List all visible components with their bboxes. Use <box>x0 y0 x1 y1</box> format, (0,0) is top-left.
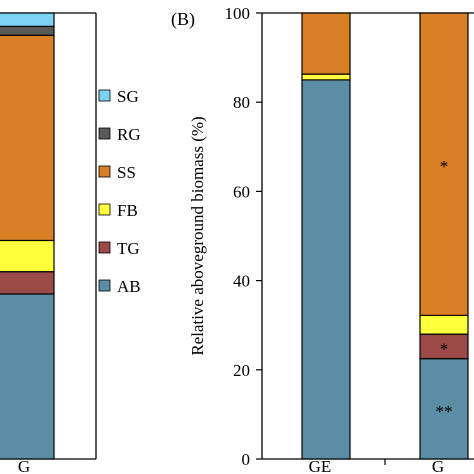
panel-b-y-tick-20: 20 <box>233 361 250 380</box>
panel-b-y-tick-0: 0 <box>242 450 251 469</box>
legend-label-rg: RG <box>117 125 141 144</box>
panel-b-x-tick-g: G <box>432 457 444 474</box>
panel-b-y-tick-100: 100 <box>225 4 251 23</box>
legend-label-tg: TG <box>117 239 140 258</box>
panel-b-annotation-g-ss: * <box>440 157 449 176</box>
legend-label-sg: SG <box>117 87 139 106</box>
panel-a-bar-g-rg <box>0 25 55 36</box>
legend-swatch-sg <box>98 89 111 102</box>
panel-b: (B) Relative aboveground biomass (%) 0 20 40… <box>171 4 474 474</box>
panel-b-bar-g-ab <box>419 358 469 460</box>
legend-label-ss: SS <box>117 163 136 182</box>
legend-label-ab: AB <box>117 277 141 296</box>
panel-a-bar-g-tg <box>0 271 55 295</box>
legend-swatch-ab <box>98 279 111 292</box>
panel-b-y-tick-80: 80 <box>233 93 250 112</box>
panel-b-y-tick-60: 60 <box>233 182 250 201</box>
legend-swatch-fb <box>98 203 111 216</box>
panel-a-bar-g-sg <box>0 12 55 27</box>
panel-a-bar-g-ss <box>0 34 55 242</box>
legend-swatch-rg <box>98 127 111 140</box>
panel-a-bar-g-fb <box>0 239 55 273</box>
panel-b-label: (B) <box>171 9 195 30</box>
panel-b-x-tick-ge: GE <box>309 457 332 474</box>
panel-a: G <box>0 12 97 474</box>
panel-b-annotation-g-ab: ** <box>436 402 453 421</box>
legend-label-fb: FB <box>117 201 138 220</box>
panel-b-y-tick-40: 40 <box>233 272 250 291</box>
panel-b-bar-ge-fb <box>301 73 351 81</box>
panel-b-annotation-g-tg: * <box>440 339 449 358</box>
panel-b-bar-ge-ab <box>301 79 351 460</box>
legend-swatch-ss <box>98 165 111 178</box>
legend: SG RG SS FB TG AB <box>98 87 141 296</box>
panel-b-bar-g-ss <box>419 12 469 316</box>
legend-swatch-tg <box>98 241 111 254</box>
panel-b-y-axis-title: Relative aboveground biomass (%) <box>188 116 207 355</box>
panel-b-bar-g-fb <box>419 314 469 335</box>
panel-a-x-tick-g: G <box>18 457 30 474</box>
panel-b-bar-ge-ss <box>301 12 351 75</box>
panel-a-bar-g-ab <box>0 293 55 460</box>
